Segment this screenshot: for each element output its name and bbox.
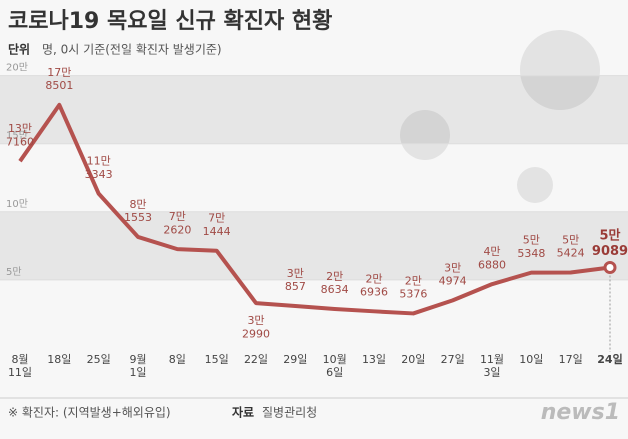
source: 질병관리청 — [262, 406, 317, 420]
value-label: 13만 7160 — [6, 122, 34, 148]
x-tick-label: 10월 6일 — [323, 353, 347, 379]
value-label: 8만 1553 — [124, 198, 152, 224]
logo: news1 — [541, 400, 620, 425]
value-label: 17만 8501 — [45, 66, 73, 92]
x-tick-label: 25일 — [87, 352, 111, 366]
x-tick-label: 29일 — [283, 352, 307, 366]
value-label: 11만 3343 — [85, 155, 113, 181]
value-label: 2만 8634 — [321, 270, 349, 296]
value-label: 5만 9089 — [592, 227, 628, 259]
x-tick-label: 24일 — [597, 352, 622, 366]
value-label: 3만 4974 — [439, 261, 467, 287]
x-tick-label: 22일 — [244, 352, 268, 366]
unit-text: 명, 0시 기준(전일 확진자 발생기준) — [42, 43, 222, 57]
x-tick-label: 8월 11일 — [8, 353, 32, 379]
x-tick-label: 9월 1일 — [129, 353, 146, 379]
x-tick-label: 17일 — [559, 352, 583, 366]
line — [18, 102, 611, 316]
y-tick-label: 20만 — [6, 62, 28, 74]
unit-label: 단위 — [8, 42, 30, 57]
point — [603, 261, 617, 275]
x-tick-label: 11월 3일 — [480, 353, 504, 379]
x-tick-label: 15일 — [205, 352, 229, 366]
x-tick-label: 13일 — [362, 352, 386, 366]
source-label: 자료 — [232, 405, 254, 420]
note: ※ 확진자: (지역발생+해외유입) — [8, 406, 171, 420]
value-label: 3만 2990 — [242, 314, 270, 340]
x-tick-label: 18일 — [47, 352, 71, 366]
x-tick-label: 27일 — [441, 352, 465, 366]
value-label: 7만 1444 — [203, 212, 231, 238]
value-label: 4만 6880 — [478, 245, 506, 271]
grid-band — [0, 211, 628, 280]
y-tick-label: 10만 — [6, 198, 28, 210]
value-label: 3만 857 — [285, 267, 306, 293]
title: 코로나19 목요일 신규 확진자 현황 — [8, 9, 332, 34]
value-label: 7만 2620 — [163, 210, 191, 236]
x-tick-label: 20일 — [401, 352, 425, 366]
grid-band — [0, 75, 628, 144]
value-label: 5만 5424 — [557, 234, 585, 260]
value-label: 2만 5376 — [399, 274, 427, 300]
y-tick-label: 15만 — [6, 130, 28, 142]
virus-decoration — [400, 30, 600, 203]
x-tick-label: 10일 — [519, 352, 543, 366]
value-label: 5만 5348 — [517, 234, 545, 260]
y-tick-label: 5만 — [6, 266, 22, 278]
value-label: 2만 6936 — [360, 272, 388, 298]
x-tick-label: 8일 — [169, 352, 186, 366]
